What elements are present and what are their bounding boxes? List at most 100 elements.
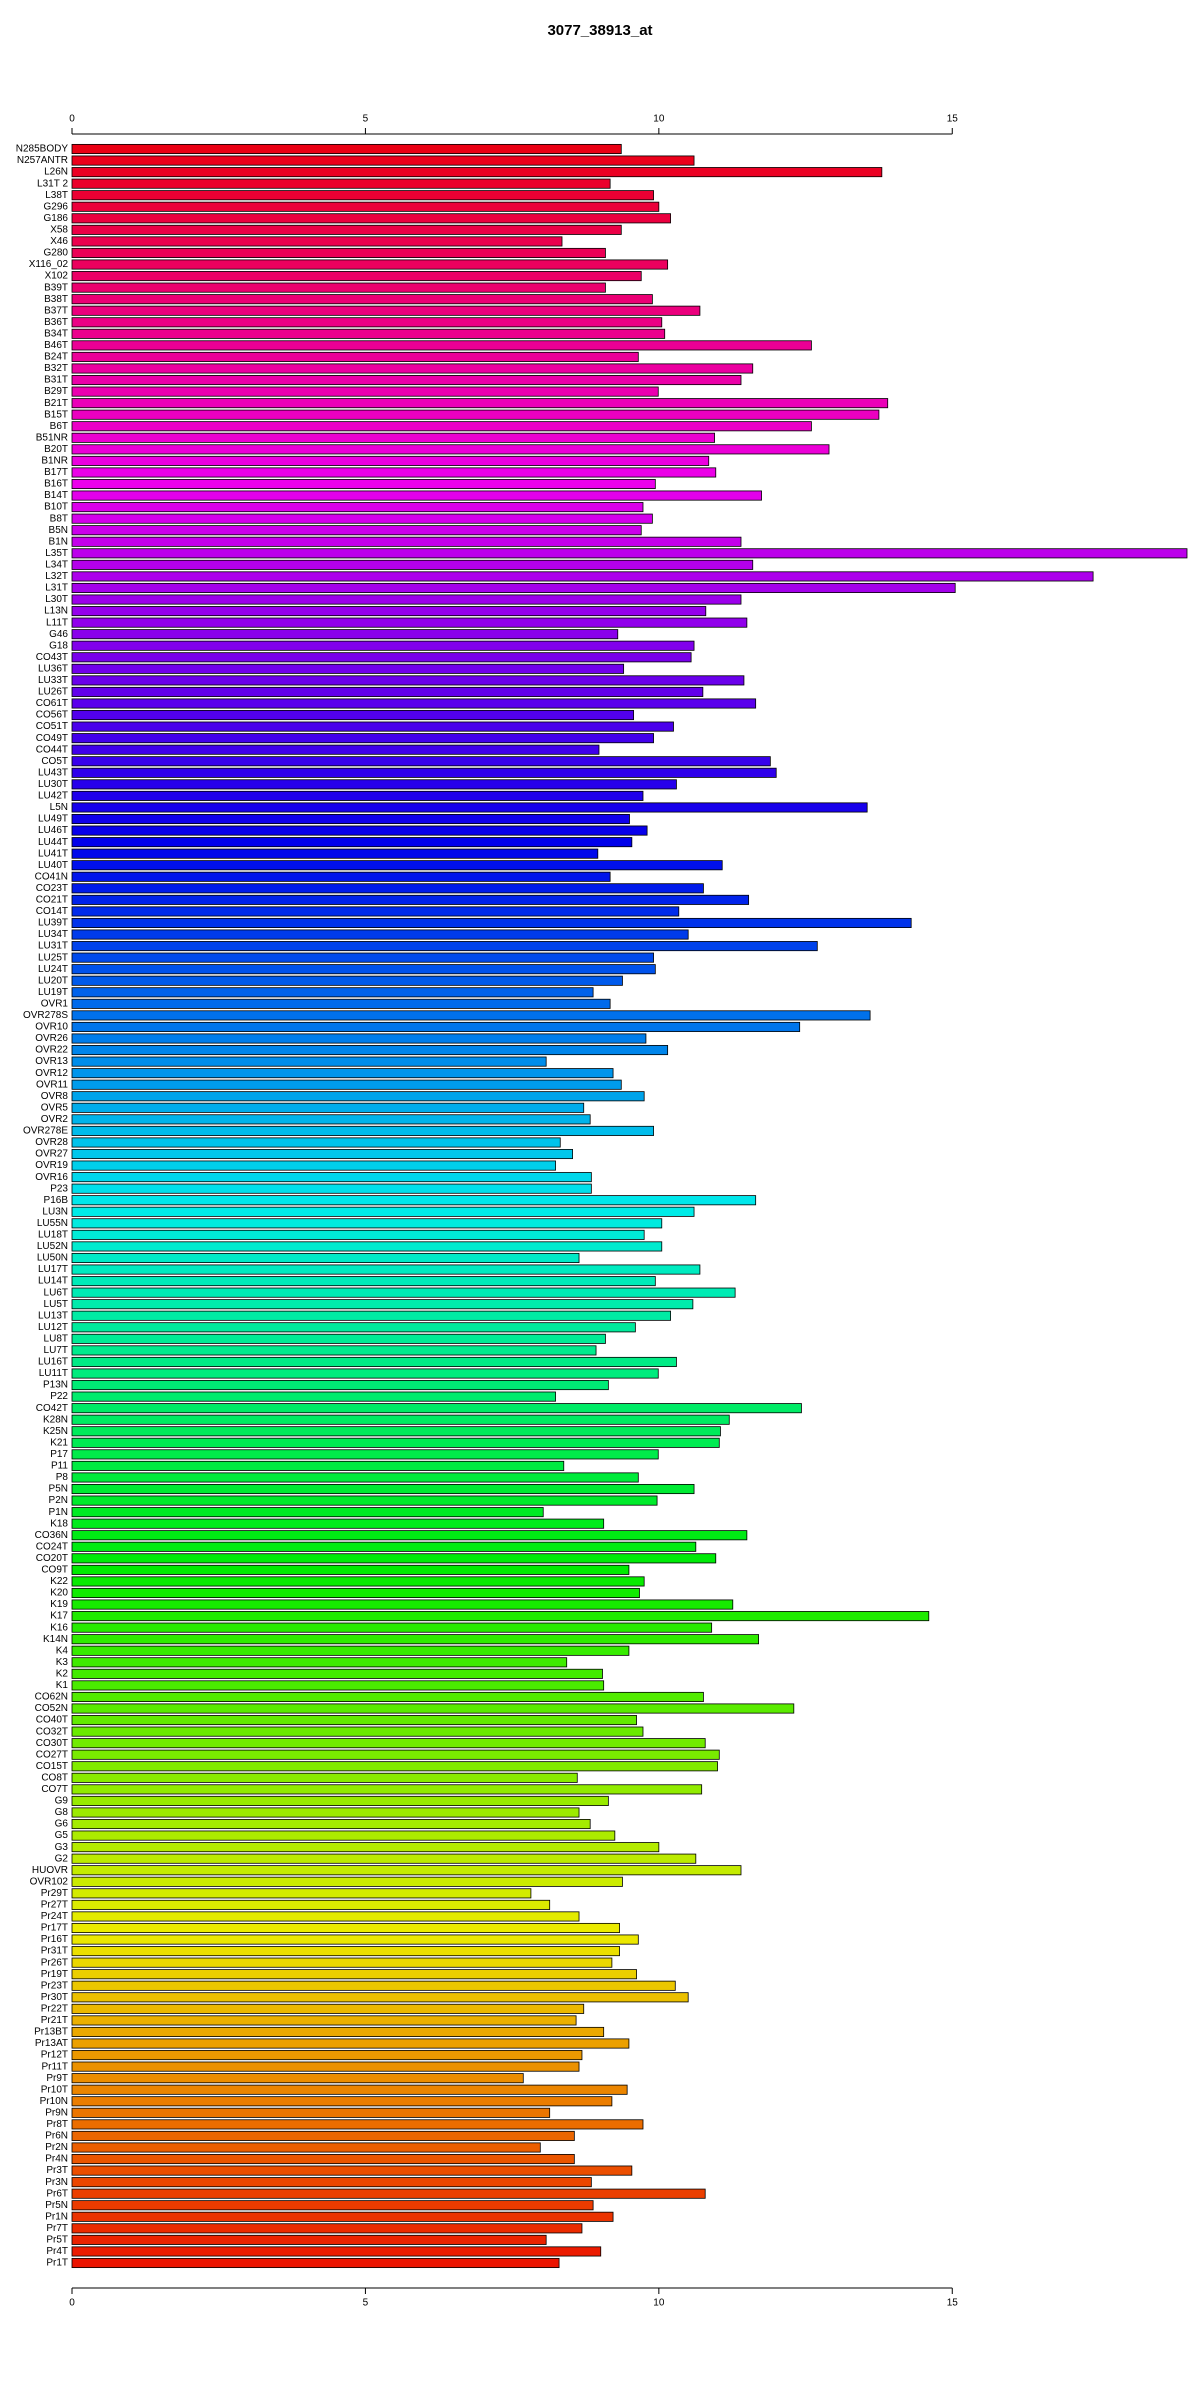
bar: [71, 987, 594, 998]
bar: [71, 606, 707, 617]
y-tick-label: B15T: [44, 409, 68, 420]
bar: [71, 271, 642, 282]
y-tick-label: K14N: [43, 1634, 68, 1645]
x-tick-label: 15: [947, 114, 959, 125]
y-tick-label: Pr23T: [41, 1980, 68, 1991]
y-tick-label: CO62N: [35, 1692, 68, 1703]
y-tick-label: CO5T: [41, 756, 68, 767]
bar: [71, 652, 692, 663]
bar: [71, 1691, 704, 1702]
y-tick-label: OVR11: [36, 1079, 68, 1090]
y-tick-label: LU33T: [38, 675, 68, 686]
y-tick-label: CO27T: [36, 1749, 68, 1760]
bar: [71, 236, 563, 247]
y-tick-label: LU12T: [38, 1322, 68, 1333]
y-tick-label: Pr6N: [45, 2131, 68, 2142]
y-tick-label: Pr27T: [41, 1900, 68, 1911]
y-tick-label: G186: [44, 213, 69, 224]
y-tick-label: Pr19T: [41, 1969, 68, 1980]
bar: [71, 1333, 606, 1344]
y-tick-label: LU46T: [38, 825, 68, 836]
bar: [71, 582, 956, 593]
bar: [71, 1784, 703, 1795]
bar: [71, 1368, 659, 1379]
x-tick-label: 0: [69, 114, 75, 125]
bar: [71, 2107, 551, 2118]
bar: [71, 640, 695, 651]
y-tick-label: Pr3T: [46, 2165, 68, 2176]
y-tick-label: L34T: [45, 560, 68, 571]
bar: [71, 1611, 930, 1622]
bar: [71, 1726, 644, 1737]
bar: [71, 860, 723, 871]
bar: [71, 964, 656, 975]
bar: [71, 1345, 597, 1356]
bar: [71, 1518, 605, 1529]
y-tick-label: LU26T: [38, 687, 68, 698]
bar: [71, 998, 611, 1009]
bar: [71, 1749, 720, 1760]
bar: [71, 363, 754, 374]
y-tick-label: P16B: [44, 1195, 69, 1206]
bar: [71, 1287, 736, 1298]
bar: [71, 1553, 717, 1564]
bar: [71, 686, 704, 697]
y-tick-label: Pr2N: [45, 2142, 68, 2153]
y-tick-label: K18: [50, 1518, 68, 1529]
y-tick-label: B37T: [44, 305, 68, 316]
bar: [71, 1980, 676, 1991]
bar: [71, 790, 644, 801]
y-tick-label: G18: [49, 640, 68, 651]
bar: [71, 629, 619, 640]
bar: [71, 2015, 577, 2026]
y-tick-label: CO32T: [36, 1726, 68, 1737]
y-tick-label: LU17T: [38, 1264, 68, 1275]
bar: [71, 1888, 532, 1899]
bar: [71, 478, 656, 490]
y-tick-label: L35T: [45, 548, 68, 559]
y-tick-label: K1: [56, 1680, 69, 1691]
bar: [71, 1449, 659, 1460]
y-tick-label: B10T: [44, 502, 68, 513]
bar: [71, 1484, 695, 1495]
bar: [71, 2038, 630, 2049]
y-tick-label: B38T: [44, 294, 68, 305]
y-tick-label: N285BODY: [16, 144, 69, 155]
y-tick-label: K25N: [43, 1426, 68, 1437]
bar: [71, 1934, 639, 1945]
y-tick-label: P8: [56, 1472, 69, 1483]
y-tick-label: CO20T: [36, 1553, 68, 1564]
bar: [71, 1472, 639, 1483]
bar: [71, 1761, 718, 1772]
y-tick-label: G6: [55, 1819, 69, 1830]
bar: [71, 1634, 760, 1645]
y-tick-label: CO41N: [35, 871, 68, 882]
bar: [71, 837, 633, 848]
bar: [71, 779, 677, 790]
y-tick-label: L32T: [45, 571, 68, 582]
y-tick-label: LU43T: [38, 767, 68, 778]
bar: [71, 2142, 541, 2153]
bar: [71, 883, 704, 894]
bar: [71, 1807, 580, 1818]
y-tick-label: B16T: [44, 479, 68, 490]
y-tick-label: LU44T: [38, 837, 68, 848]
y-tick-label: LU39T: [38, 918, 68, 929]
bar: [71, 1403, 802, 1414]
bar: [71, 559, 754, 570]
y-tick-label: X46: [50, 236, 68, 247]
bar: [71, 1876, 623, 1887]
y-tick-label: OVR278E: [23, 1126, 68, 1137]
y-tick-label: LU16T: [38, 1357, 68, 1368]
bar: [71, 1645, 630, 1656]
y-tick-label: LU41T: [38, 848, 68, 859]
y-tick-label: Pr12T: [41, 2050, 68, 2061]
y-tick-label: P17: [50, 1449, 68, 1460]
bar: [71, 1842, 660, 1853]
y-tick-label: B46T: [44, 340, 68, 351]
y-tick-label: OVR13: [35, 1056, 68, 1067]
bar: [71, 548, 1188, 559]
bar: [71, 1264, 701, 1275]
bar: [71, 2130, 575, 2141]
